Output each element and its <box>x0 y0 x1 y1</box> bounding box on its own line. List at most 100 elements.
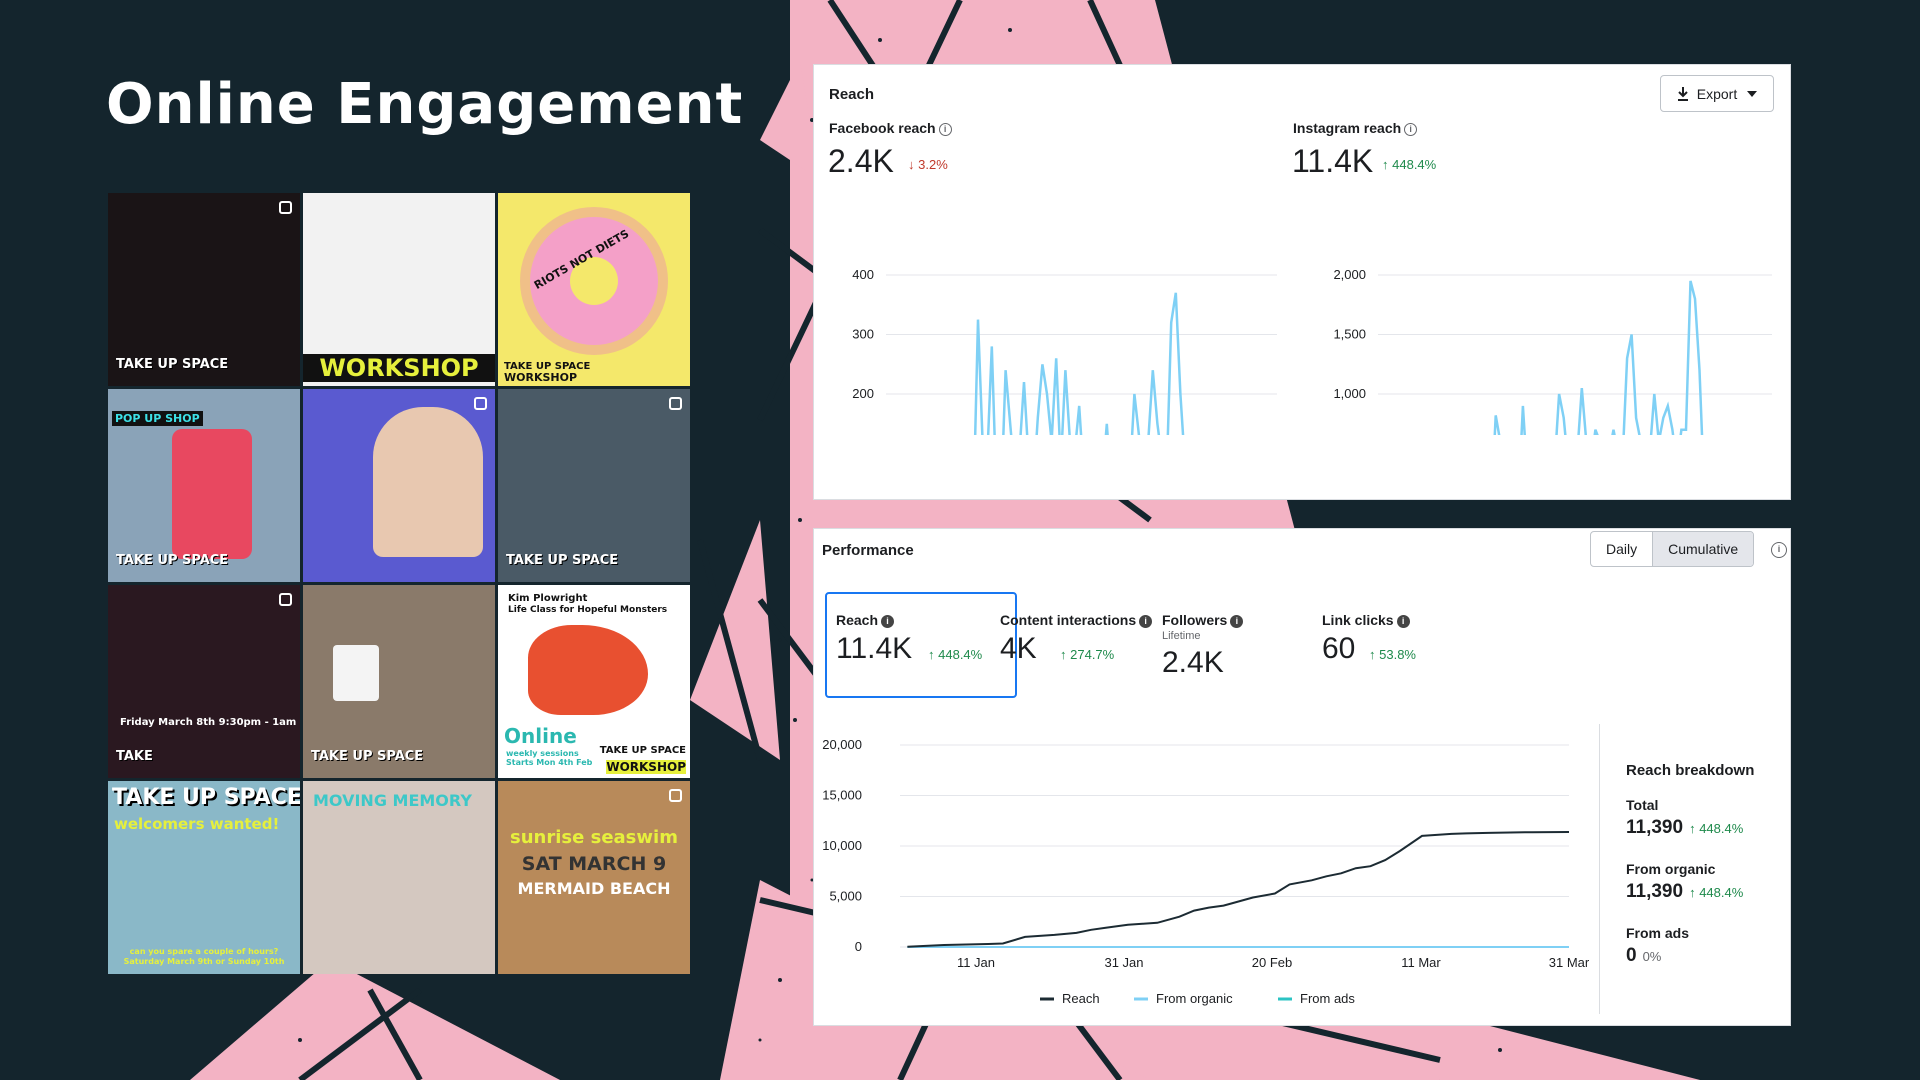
series-line <box>1493 280 1704 435</box>
post-thumbnail[interactable]: MOVING MEMORY <box>303 781 495 974</box>
toggle-cumulative[interactable]: Cumulative <box>1653 532 1754 566</box>
portrait-graphic <box>373 407 483 557</box>
metric-value: 4K <box>1000 632 1037 665</box>
instagram-post-grid: TAKE UP SPACE WORKSHOP RIOTS NOT DIETS WORK… <box>108 193 690 974</box>
legend-label: From ads <box>1300 991 1355 1006</box>
y-tick-label: 5,000 <box>829 889 862 904</box>
reach-panel-title: Reach <box>829 86 875 103</box>
view-toggle: Daily Cumulative <box>1590 531 1755 567</box>
sweater-graphic <box>172 429 252 559</box>
y-tick-label: 400 <box>852 267 874 282</box>
performance-panel-title: Performance <box>822 542 914 559</box>
post-caption: sunrise seaswim <box>510 827 678 848</box>
post-caption: MOVING MEMORY <box>313 791 472 810</box>
y-tick-label: 200 <box>852 386 874 401</box>
arrow-up-icon: ↑ <box>1689 821 1700 836</box>
metric-change: ↑ 274.7% <box>1060 647 1115 662</box>
post-logo: TAKE UP SPACE <box>599 745 686 756</box>
arrow-up-icon: ↑ <box>928 647 935 662</box>
legend-label: From organic <box>1156 991 1233 1006</box>
export-label: Export <box>1696 85 1738 102</box>
x-tick-label: 11 Jan <box>957 955 995 970</box>
post-caption-online: Online <box>504 724 577 748</box>
metric-label: Followers i <box>1162 612 1244 628</box>
performance-panel: Performance Daily Cumulative i Reach i 11.… <box>813 528 1791 1026</box>
info-icon[interactable]: i <box>1230 615 1244 628</box>
post-thumbnail[interactable]: RIOTS NOT DIETS WORKSHOP TAKE UP SPACE <box>498 193 690 386</box>
post-subcaption: welcomers wanted! <box>114 815 280 833</box>
post-sub3: Starts Mon 4th Feb <box>506 758 593 767</box>
post-sub2: can you spare a couple of hours? <box>129 947 279 956</box>
cumulative-reach-chart: 0 5,000 10,000 15,000 20,000 11 Jan 31 Jan 20 F… <box>822 737 1590 1006</box>
post-thumbnail[interactable]: TAKE UP SPACE <box>498 389 690 582</box>
arrow-up-icon: ↑ <box>1382 157 1389 172</box>
x-tick-label: 11 Mar <box>1401 955 1441 970</box>
arrow-down-icon: ↓ <box>908 157 915 172</box>
metric-change: ↑ 53.8% <box>1369 647 1416 662</box>
info-icon[interactable]: i <box>938 123 952 136</box>
painting-graphic <box>528 625 648 715</box>
download-icon <box>1677 86 1688 101</box>
metric-value: 60 <box>1322 632 1356 665</box>
y-tick-label: 10,000 <box>822 838 862 853</box>
metric-change: ↑ 448.4% <box>928 647 983 662</box>
metric-value: 11.4K <box>836 632 913 665</box>
post-caption: WORKSHOP <box>303 354 495 382</box>
y-tick-label: 2,000 <box>1333 267 1366 282</box>
facebook-reach-label: Facebook reach i <box>829 120 952 136</box>
post-logo: TAKE UP SPACE <box>504 361 591 372</box>
series-line <box>973 292 1185 435</box>
post-caption: Kim Plowright <box>508 593 588 604</box>
post-logo: TAKE UP SPACE <box>311 749 424 764</box>
post-subcaption: WORKSHOP <box>504 371 578 384</box>
donut-graphic <box>520 207 668 355</box>
post-thumbnail[interactable]: Friday March 8th 9:30pm - 1am TAKE <box>108 585 300 778</box>
legend-label: Reach <box>1062 991 1100 1006</box>
metric-value: 2.4K <box>1162 646 1224 679</box>
post-logo: TAKE UP SPACE <box>116 553 229 568</box>
post-sub2: MERMAID BEACH <box>517 879 671 898</box>
instagram-reach-label: Instagram reach i <box>1293 120 1418 136</box>
post-logo2: WORKSHOP <box>606 760 686 774</box>
post-thumbnail[interactable]: WORKSHOP <box>303 193 495 386</box>
export-button[interactable]: Export <box>1660 75 1774 112</box>
multi-photo-icon <box>669 397 682 410</box>
post-thumbnail[interactable]: TAKE UP SPACE <box>108 193 300 386</box>
multi-photo-icon <box>279 201 292 214</box>
metric-label: Link clicks i <box>1322 612 1410 628</box>
toggle-daily[interactable]: Daily <box>1591 532 1654 566</box>
y-tick-label: 20,000 <box>822 737 862 752</box>
x-tick-label: 20 Feb <box>1252 955 1292 970</box>
info-icon[interactable]: i <box>1396 615 1410 628</box>
post-thumbnail[interactable]: sunrise seaswim SAT MARCH 9 MERMAID BEACH <box>498 781 690 974</box>
post-thumbnail[interactable]: TAKE UP SPACE welcomers wanted! can you sp… <box>108 781 300 974</box>
breakdown-row: Total 11,390 ↑ 448.4% <box>1626 797 1744 838</box>
facebook-reach-value: 2.4K <box>828 143 894 179</box>
info-icon[interactable]: i <box>881 615 895 628</box>
post-thumbnail[interactable] <box>303 389 495 582</box>
post-logo: TAKE <box>116 749 153 764</box>
facebook-reach-change: ↓ 3.2% <box>908 157 948 172</box>
post-thumbnail[interactable]: TAKE UP SPACE <box>303 585 495 778</box>
y-tick-label: 300 <box>852 327 874 342</box>
info-icon[interactable]: i <box>1771 542 1787 558</box>
reach-panel: Reach Export Facebook reach i 2.4K ↓ 3.2%… <box>813 64 1791 500</box>
post-caption: POP UP SHOP <box>112 411 203 426</box>
reach-metric-card-selected[interactable] <box>825 592 1017 698</box>
post-thumbnail[interactable]: POP UP SHOP TAKE UP SPACE <box>108 389 300 582</box>
metric-label: Content interactions i <box>1000 612 1153 628</box>
post-caption: TAKE UP SPACE <box>112 785 300 810</box>
post-subcaption: Life Class for Hopeful Monsters <box>508 605 668 615</box>
y-tick-label: 1,000 <box>1333 386 1366 401</box>
post-subcaption: SAT MARCH 9 <box>521 853 667 875</box>
info-icon[interactable]: i <box>1139 615 1153 628</box>
info-icon[interactable]: i <box>1404 123 1418 136</box>
instagram-reach-value: 11.4K <box>1292 143 1374 179</box>
y-tick-label: 1,500 <box>1333 327 1366 342</box>
post-thumbnail[interactable]: Kim Plowright Life Class for Hopeful Mons… <box>498 585 690 778</box>
divider <box>1599 724 1600 1014</box>
instagram-reach-change: ↑ 448.4% <box>1382 157 1437 172</box>
post-logo: TAKE UP SPACE <box>506 553 619 568</box>
